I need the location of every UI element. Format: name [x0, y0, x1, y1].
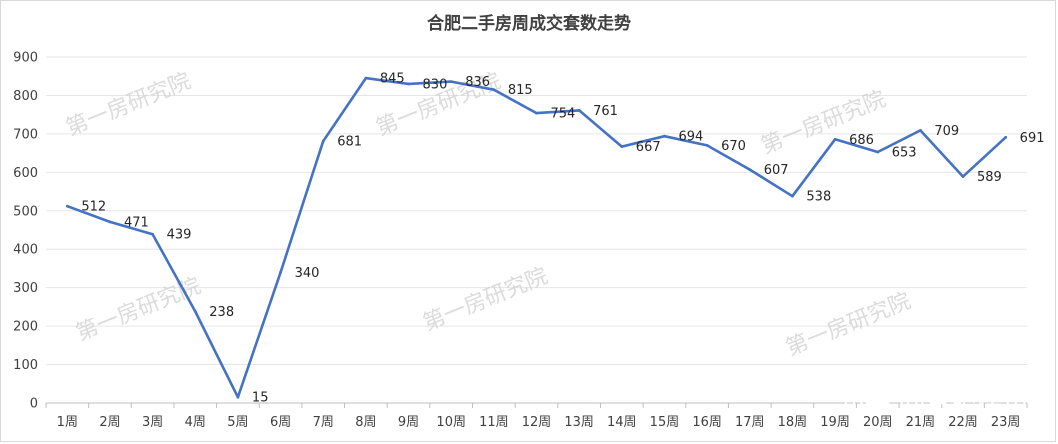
data-point: [364, 76, 368, 80]
data-point: [577, 109, 581, 112]
x-axis: 1周 2周 3周 4周 5周 6周 7周 8周 9周 10周 11周 12周 13周 14周 15周 16周 1…: [45, 403, 1028, 430]
data-label: 512: [81, 200, 106, 215]
data-labels: 512 471 439 238 15 340 681 845 830 836 815 754 761 66…: [81, 72, 1044, 406]
data-label: 238: [209, 305, 234, 320]
data-label: 836: [465, 75, 490, 90]
data-point: [65, 204, 69, 208]
y-tick-label: 200: [13, 320, 38, 335]
data-point: [108, 220, 112, 224]
x-tick-label: 21周: [906, 415, 936, 430]
data-label: 589: [977, 170, 1002, 185]
y-tick-label: 0: [30, 397, 38, 412]
data-label: 340: [295, 266, 320, 281]
x-tick-label: 6周: [270, 415, 291, 430]
x-tick-label: 11周: [479, 415, 509, 430]
x-tick-label: 16周: [692, 415, 722, 430]
data-label: 845: [380, 72, 405, 87]
y-tick-label: 700: [13, 127, 38, 142]
data-point: [449, 80, 453, 84]
y-tick-label: 900: [13, 51, 38, 66]
x-tick-label: 5周: [227, 415, 248, 430]
x-tick-label: 13周: [564, 415, 594, 430]
data-label: 709: [934, 124, 959, 139]
data-label: 439: [167, 228, 192, 243]
watermark: 第一房研究院: [73, 274, 205, 347]
data-point: [620, 145, 624, 148]
data-point: [279, 270, 282, 274]
data-point: [833, 137, 837, 141]
data-point: [663, 134, 666, 138]
x-tick-label: 10周: [436, 415, 466, 430]
data-point: [492, 88, 496, 92]
watermark: 第一房研究院: [420, 264, 552, 337]
x-tick-label: 1周: [57, 415, 78, 430]
x-tick-label: 9周: [398, 415, 419, 430]
data-point: [791, 194, 794, 198]
series-layer: [65, 76, 1008, 399]
data-point: [535, 111, 538, 115]
data-label: 670: [721, 139, 746, 154]
x-tick-label: 7周: [313, 415, 334, 430]
watermark: 第一房研究院: [63, 69, 195, 142]
data-label: 691: [1020, 131, 1045, 146]
data-point: [748, 168, 752, 172]
x-tick-label: 23周: [991, 415, 1021, 430]
data-label: 686: [849, 133, 874, 148]
data-point: [1004, 135, 1008, 139]
x-tick-label: 15周: [650, 415, 680, 430]
chart-title: 合肥二手房周成交套数走势: [427, 13, 631, 34]
data-label: 667: [636, 140, 661, 155]
data-point: [961, 175, 965, 178]
data-point: [151, 232, 155, 236]
y-tick-label: 800: [13, 89, 38, 104]
data-label: 694: [678, 130, 703, 145]
gridlines: [46, 56, 1027, 404]
series-line: [66, 76, 1008, 399]
data-label: 830: [423, 77, 448, 92]
x-tick-label: 2周: [99, 415, 120, 430]
data-label: 681: [337, 135, 362, 150]
data-point: [407, 82, 410, 86]
x-tick-label: 22周: [948, 415, 978, 430]
watermark: 第一房研究院: [783, 289, 915, 362]
data-point: [705, 144, 709, 147]
y-tick-label: 100: [13, 358, 38, 373]
y-tick-label: 300: [13, 281, 38, 296]
x-tick-label: 8周: [355, 415, 376, 430]
data-label: 538: [806, 190, 831, 205]
x-tick-label: 4周: [185, 415, 206, 430]
data-point: [918, 129, 922, 132]
data-point: [193, 310, 197, 313]
data-label: 754: [551, 107, 576, 122]
y-tick-label: 400: [13, 243, 38, 258]
x-tick-label: 18周: [778, 415, 808, 430]
brand-watermark: 知乎 @合肥楼市: [839, 388, 1029, 418]
x-tick-label: 17周: [735, 415, 765, 430]
x-tick-label: 19周: [820, 415, 850, 430]
y-tick-label: 500: [13, 204, 38, 219]
x-tick-label: 12周: [522, 415, 552, 430]
data-point: [321, 139, 325, 143]
data-point: [876, 150, 880, 154]
y-axis: 0 100 200 300 400 500 600 700 800 900: [13, 51, 38, 412]
data-label: 607: [764, 163, 789, 178]
y-tick-label: 600: [13, 166, 38, 181]
data-label: 15: [252, 391, 269, 406]
data-label: 815: [508, 83, 533, 98]
x-tick-label: 3周: [142, 415, 163, 430]
data-point: [236, 395, 240, 399]
data-label: 761: [593, 104, 618, 119]
x-tick-label: 14周: [607, 415, 637, 430]
data-label: 471: [124, 215, 149, 230]
x-tick-label: 20周: [863, 415, 893, 430]
data-label: 653: [892, 145, 917, 160]
